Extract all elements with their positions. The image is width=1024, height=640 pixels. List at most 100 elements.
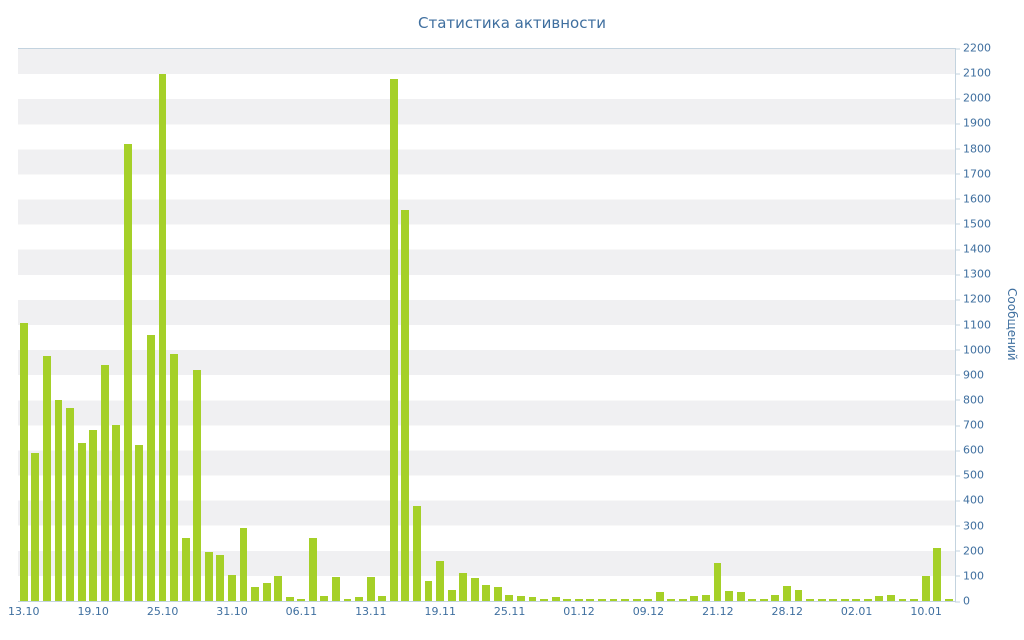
bar	[297, 598, 306, 601]
bar	[563, 599, 572, 601]
bar-slot	[619, 49, 631, 601]
bar-slot	[943, 49, 955, 601]
bar	[493, 587, 502, 601]
x-tick-label: 31.10	[216, 605, 248, 618]
y-tick-label: 1200	[955, 294, 991, 305]
bar	[239, 528, 248, 601]
bar-slot	[99, 49, 111, 601]
bar-slot	[770, 49, 782, 601]
bar	[540, 598, 549, 601]
bar	[632, 599, 641, 601]
bar-slot	[666, 49, 678, 601]
bar-slot	[816, 49, 828, 601]
bar	[574, 599, 583, 601]
bar	[517, 595, 525, 601]
bar	[621, 599, 629, 601]
bar-slot	[862, 49, 874, 601]
bar-slot	[596, 49, 608, 601]
plot-area	[18, 48, 956, 602]
bar-slot	[573, 49, 585, 601]
x-tick-label: 19.11	[424, 605, 456, 618]
bar-slot	[388, 49, 400, 601]
bar-slot	[515, 49, 527, 601]
bar-slot	[585, 49, 597, 601]
bar-slot	[134, 49, 146, 601]
y-tick-label: 200	[955, 545, 984, 556]
bar	[54, 400, 63, 601]
bar-slot	[319, 49, 331, 601]
bar	[355, 597, 364, 601]
y-tick-label: 1300	[955, 269, 991, 280]
bar	[678, 599, 687, 601]
bar	[135, 445, 144, 601]
bar-slot	[735, 49, 747, 601]
bar-slot	[18, 49, 30, 601]
bar	[597, 599, 606, 601]
bar-slot	[53, 49, 65, 601]
bar	[401, 209, 410, 601]
y-tick-label: 1000	[955, 344, 991, 355]
bar-slot	[746, 49, 758, 601]
bar	[332, 577, 340, 601]
bar-slot	[122, 49, 134, 601]
bar	[840, 599, 849, 601]
y-tick-label: 1600	[955, 193, 991, 204]
bar-slot	[272, 49, 284, 601]
bar	[251, 587, 259, 601]
bar-slot	[261, 49, 273, 601]
y-tick-label: 1500	[955, 218, 991, 229]
bar	[586, 598, 595, 601]
bar-slot	[423, 49, 435, 601]
bar-slot	[145, 49, 157, 601]
bar	[378, 595, 387, 601]
bar-slot	[677, 49, 689, 601]
bar	[875, 595, 884, 601]
bar-slot	[908, 49, 920, 601]
bar-slot	[157, 49, 169, 601]
bar-slot	[781, 49, 793, 601]
bar-slot	[400, 49, 412, 601]
bar-slot	[111, 49, 123, 601]
bar	[771, 594, 780, 601]
bar-slot	[226, 49, 238, 601]
x-tick-label: 02.01	[840, 605, 873, 618]
bar-slot	[168, 49, 180, 601]
bar-slot	[561, 49, 573, 601]
bar	[794, 589, 803, 601]
bar-slot	[723, 49, 735, 601]
bar	[31, 452, 40, 601]
x-tick-label: 19.10	[77, 605, 109, 618]
x-tick-label: 28.12	[771, 605, 804, 618]
y-tick-label: 1800	[955, 143, 991, 154]
bar	[817, 599, 826, 601]
bar-slot	[492, 49, 504, 601]
bar	[852, 599, 861, 601]
bar	[112, 425, 121, 601]
bar	[470, 578, 479, 601]
bar	[863, 599, 872, 601]
bar-slot	[30, 49, 42, 601]
x-tick-label: 10.01	[910, 605, 942, 618]
bar-slot	[87, 49, 99, 601]
bar	[123, 144, 132, 601]
bar-slot	[353, 49, 365, 601]
bar	[100, 365, 109, 601]
y-axis: 0 100 200 300 400 500 600 700 800 900 1000 1100 1200…	[955, 43, 1003, 607]
bar	[389, 79, 398, 601]
bar	[725, 590, 734, 601]
bar-slot	[504, 49, 516, 601]
bar-slot	[446, 49, 458, 601]
chart-title: Статистика активности	[418, 14, 606, 32]
bar	[887, 594, 895, 601]
bar	[42, 356, 51, 601]
y-tick-label: 500	[955, 470, 984, 481]
bar-slot	[249, 49, 261, 601]
bar	[551, 597, 560, 601]
y-tick-label: 1400	[955, 244, 991, 255]
bar-slot	[874, 49, 886, 601]
bar	[158, 74, 167, 601]
bar	[806, 599, 814, 601]
bar-slot	[469, 49, 481, 601]
bar-slot	[307, 49, 319, 601]
